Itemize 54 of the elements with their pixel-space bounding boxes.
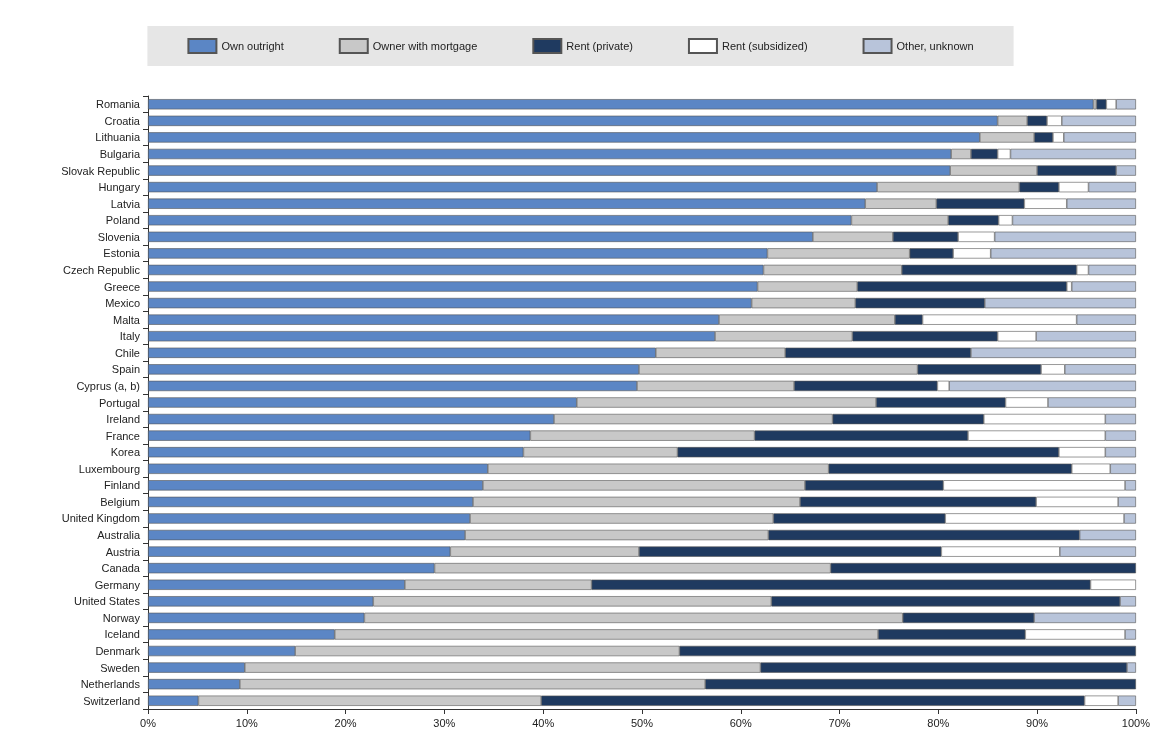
- x-tick-label: 70%: [828, 716, 851, 729]
- x-tick-label: 60%: [729, 716, 752, 729]
- x-tick-label: 50%: [630, 716, 654, 729]
- y-tick-label: Greece: [103, 280, 140, 293]
- y-tick-label: Malta: [113, 313, 141, 326]
- y-tick-label: Poland: [105, 214, 140, 227]
- x-tick-label: 100%: [1121, 716, 1151, 729]
- y-tick-label: Romania: [95, 98, 141, 111]
- legend-label: Other, unknown: [896, 40, 974, 52]
- y-tick-label: Italy: [119, 330, 141, 343]
- y-tick-label: Denmark: [95, 645, 141, 658]
- y-tick-label: Spain: [111, 363, 140, 376]
- x-tick-label: 10%: [235, 716, 259, 729]
- y-tick-label: Switzerland: [83, 694, 140, 707]
- y-tick-label: Czech Republic: [62, 263, 141, 276]
- y-tick-label: Portugal: [99, 396, 140, 409]
- legend-label: Rent (subsidized): [721, 40, 808, 52]
- y-tick-label: Estonia: [103, 247, 141, 260]
- legend-label: Own outright: [221, 40, 284, 52]
- x-tick-label: 90%: [1026, 716, 1049, 729]
- y-tick-label: Cyprus (a, b): [76, 379, 140, 392]
- legend-label: Rent (private): [566, 40, 633, 52]
- y-tick-label: Canada: [101, 562, 141, 575]
- y-tick-label: Netherlands: [80, 678, 141, 691]
- y-tick-label: Mexico: [105, 297, 140, 310]
- legend-label: Owner with mortgage: [372, 40, 478, 52]
- y-tick-label: Germany: [94, 578, 141, 591]
- y-tick-label: Croatia: [104, 114, 141, 127]
- x-tick-label: 30%: [433, 716, 456, 729]
- bar: [148, 99, 1094, 110]
- y-tick-label: Korea: [110, 446, 141, 459]
- y-tick-label: Australia: [97, 529, 141, 542]
- x-tick-label: 0%: [140, 716, 157, 729]
- y-tick-label: Chile: [114, 346, 140, 359]
- y-tick-label: Belgium: [100, 495, 140, 508]
- x-tick-label: 40%: [532, 716, 555, 729]
- y-tick-label: Ireland: [106, 413, 140, 426]
- y-tick-label: Luxembourg: [78, 462, 140, 475]
- y-tick-label: Bulgaria: [99, 147, 141, 160]
- y-tick-label: United Kingdom: [61, 512, 140, 525]
- y-tick-label: Austria: [105, 545, 141, 558]
- y-tick-label: Slovak Republic: [61, 164, 141, 177]
- y-tick-label: Finland: [103, 479, 140, 492]
- y-tick-label: Sweden: [100, 661, 140, 674]
- y-tick-label: Hungary: [98, 181, 141, 194]
- x-tick-label: 80%: [927, 716, 950, 729]
- y-tick-label: Norway: [102, 611, 141, 624]
- y-tick-label: Latvia: [110, 197, 141, 210]
- y-tick-label: Lithuania: [95, 131, 141, 144]
- x-tick-label: 20%: [334, 716, 357, 729]
- y-tick-label: United States: [73, 595, 141, 608]
- y-tick-label: Iceland: [104, 628, 140, 641]
- y-tick-label: France: [105, 429, 140, 442]
- y-tick-label: Slovenia: [97, 230, 141, 243]
